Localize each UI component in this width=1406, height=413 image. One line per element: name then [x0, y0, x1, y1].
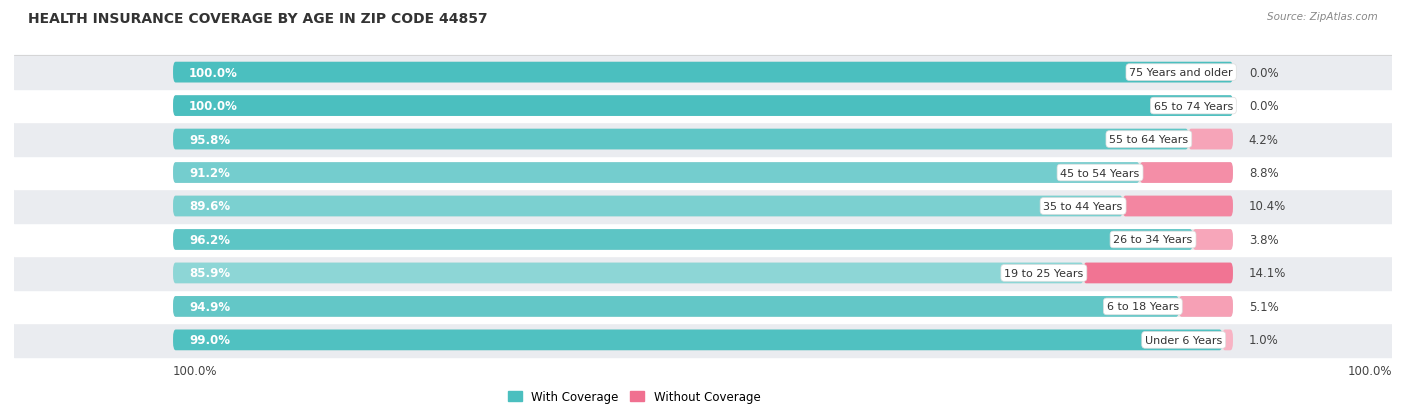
FancyBboxPatch shape — [1140, 163, 1233, 183]
Legend: With Coverage, Without Coverage: With Coverage, Without Coverage — [503, 385, 765, 408]
Text: 94.9%: 94.9% — [188, 300, 231, 313]
Bar — [14, 190, 1392, 223]
Text: 85.9%: 85.9% — [188, 267, 231, 280]
Text: 5.1%: 5.1% — [1249, 300, 1278, 313]
FancyBboxPatch shape — [1222, 330, 1233, 350]
FancyBboxPatch shape — [173, 330, 1233, 350]
FancyBboxPatch shape — [173, 129, 1188, 150]
Text: HEALTH INSURANCE COVERAGE BY AGE IN ZIP CODE 44857: HEALTH INSURANCE COVERAGE BY AGE IN ZIP … — [28, 12, 488, 26]
Text: 100.0%: 100.0% — [188, 66, 238, 79]
FancyBboxPatch shape — [1178, 296, 1233, 317]
Text: 35 to 44 Years: 35 to 44 Years — [1043, 202, 1123, 211]
FancyBboxPatch shape — [1188, 129, 1233, 150]
Text: Under 6 Years: Under 6 Years — [1144, 335, 1222, 345]
FancyBboxPatch shape — [173, 96, 1233, 117]
Text: 0.0%: 0.0% — [1249, 66, 1278, 79]
Text: 65 to 74 Years: 65 to 74 Years — [1154, 101, 1233, 112]
Text: 100.0%: 100.0% — [188, 100, 238, 113]
FancyBboxPatch shape — [173, 263, 1233, 284]
Text: 99.0%: 99.0% — [188, 334, 231, 347]
Bar — [14, 223, 1392, 256]
Text: 3.8%: 3.8% — [1249, 233, 1278, 247]
Text: 75 Years and older: 75 Years and older — [1129, 68, 1233, 78]
Text: 4.2%: 4.2% — [1249, 133, 1278, 146]
FancyBboxPatch shape — [173, 296, 1233, 317]
Text: 26 to 34 Years: 26 to 34 Years — [1114, 235, 1192, 245]
Text: 89.6%: 89.6% — [188, 200, 231, 213]
Bar — [14, 157, 1392, 190]
Text: 8.8%: 8.8% — [1249, 166, 1278, 180]
FancyBboxPatch shape — [173, 96, 1233, 117]
FancyBboxPatch shape — [1123, 196, 1233, 217]
Text: Source: ZipAtlas.com: Source: ZipAtlas.com — [1267, 12, 1378, 22]
Text: 14.1%: 14.1% — [1249, 267, 1286, 280]
FancyBboxPatch shape — [173, 263, 1084, 284]
Bar — [14, 90, 1392, 123]
Bar — [14, 323, 1392, 357]
FancyBboxPatch shape — [1084, 263, 1233, 284]
Text: 6 to 18 Years: 6 to 18 Years — [1107, 301, 1178, 312]
Text: 96.2%: 96.2% — [188, 233, 231, 247]
Bar — [14, 256, 1392, 290]
FancyBboxPatch shape — [173, 129, 1233, 150]
FancyBboxPatch shape — [173, 163, 1233, 183]
Text: 91.2%: 91.2% — [188, 166, 229, 180]
Text: 45 to 54 Years: 45 to 54 Years — [1060, 168, 1140, 178]
Text: 55 to 64 Years: 55 to 64 Years — [1109, 135, 1188, 145]
FancyBboxPatch shape — [173, 196, 1123, 217]
FancyBboxPatch shape — [173, 230, 1192, 250]
FancyBboxPatch shape — [173, 163, 1140, 183]
FancyBboxPatch shape — [173, 330, 1222, 350]
FancyBboxPatch shape — [1192, 230, 1233, 250]
FancyBboxPatch shape — [173, 196, 1233, 217]
Text: 10.4%: 10.4% — [1249, 200, 1286, 213]
Text: 95.8%: 95.8% — [188, 133, 231, 146]
Text: 19 to 25 Years: 19 to 25 Years — [1004, 268, 1084, 278]
Bar — [14, 123, 1392, 157]
FancyBboxPatch shape — [173, 63, 1233, 83]
Text: 100.0%: 100.0% — [173, 364, 218, 377]
Text: 100.0%: 100.0% — [1347, 364, 1392, 377]
Text: 0.0%: 0.0% — [1249, 100, 1278, 113]
FancyBboxPatch shape — [173, 296, 1178, 317]
Bar — [14, 290, 1392, 323]
Text: 1.0%: 1.0% — [1249, 334, 1278, 347]
FancyBboxPatch shape — [173, 230, 1233, 250]
FancyBboxPatch shape — [173, 63, 1233, 83]
Bar — [14, 56, 1392, 90]
